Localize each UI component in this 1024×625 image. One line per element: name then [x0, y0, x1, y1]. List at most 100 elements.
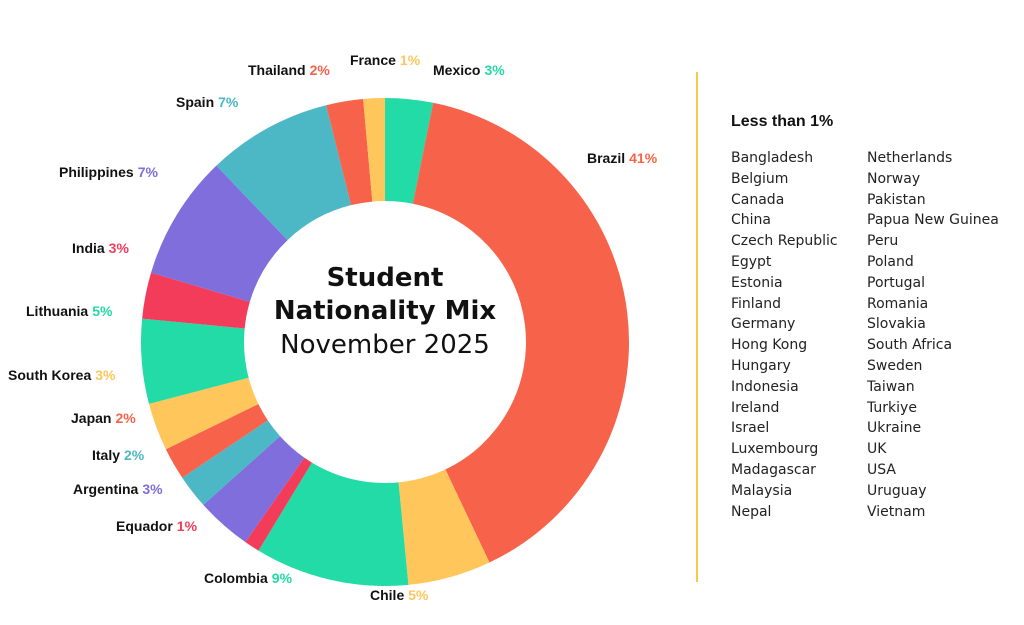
legend-item: Netherlands [867, 150, 953, 166]
slice-label-name: Colombia [204, 570, 268, 586]
chart-title: Student Nationality Mix [273, 263, 497, 326]
slice-equador [245, 457, 312, 551]
slice-label-south-korea: South Korea 3% [8, 367, 115, 383]
slice-label-name: France [350, 52, 396, 68]
legend-divider [696, 72, 698, 582]
legend-item: Hong Kong [731, 337, 808, 354]
slice-south-korea [148, 377, 259, 450]
slice-label-value: 1% [176, 518, 198, 534]
slice-philippines [151, 165, 288, 302]
chart-title-block: Student Nationality Mix November 2025 [255, 262, 515, 362]
slice-label-thailand: Thailand 2% [248, 62, 330, 78]
slice-france [363, 98, 385, 202]
legend-item: Madagascar [731, 461, 816, 478]
slice-label-italy: Italy 2% [92, 447, 144, 463]
slice-label-name: Mexico [433, 62, 481, 78]
slice-label-name: Italy [92, 447, 121, 463]
slice-label-name: Thailand [248, 62, 306, 78]
legend-item: UK [867, 441, 887, 458]
slice-label-value: 7% [137, 164, 158, 180]
legend-item: Malaysia [731, 482, 793, 499]
legend-item: China [731, 212, 771, 229]
slice-label-value: 3% [142, 481, 163, 497]
legend-item: Egypt [731, 253, 772, 270]
slice-label-value: 3% [95, 367, 116, 383]
legend-column-2: Netherlands Norway Pakistan Papua New Guine… [867, 148, 999, 522]
slice-label-name: Lithuania [26, 303, 89, 319]
legend-item: South Africa [867, 337, 953, 354]
slice-label-value: 5% [92, 303, 113, 319]
slice-label-india: India 3% [72, 240, 129, 256]
slice-label-name: India [72, 240, 105, 256]
slice-label-spain: Spain 7% [176, 94, 238, 110]
legend-item: Vietnam [867, 503, 926, 520]
slice-label-name: Spain [176, 94, 215, 110]
slice-label-name: Equador [116, 518, 173, 534]
legend-item: Poland [867, 253, 914, 270]
legend-item: Papua New Guinea [867, 212, 999, 229]
slice-label-name: Brazil [587, 150, 626, 166]
slice-label-name: Chile [370, 587, 405, 603]
legend-item: Canada [731, 191, 785, 208]
slice-label-name: Philippines [59, 164, 134, 180]
legend-item: USA [867, 461, 896, 478]
legend-item: Germany [731, 316, 796, 333]
slice-label-name: Argentina [73, 481, 139, 497]
legend-item: Czech Republic [731, 233, 838, 250]
chart-subtitle: November 2025 [280, 330, 490, 360]
slice-label-value: 2% [124, 447, 145, 463]
slice-label-value: 3% [108, 240, 129, 256]
slice-label-value: 1% [399, 52, 421, 68]
legend-item: Belgium [731, 170, 789, 187]
slice-label-philippines: Philippines 7% [59, 164, 158, 180]
legend-item: Peru [867, 233, 899, 250]
slice-label-name: South Korea [8, 367, 92, 383]
legend-item: Uruguay [867, 482, 927, 499]
legend-item: Norway [867, 170, 921, 187]
slice-argentina [203, 436, 305, 543]
legend-item: Slovakia [867, 316, 926, 333]
slice-italy [182, 420, 281, 505]
legend-item: Nepal [731, 503, 772, 520]
legend-item: Indonesia [731, 378, 799, 395]
slice-label-chile: Chile 5% [370, 587, 428, 603]
slice-label-lithuania: Lithuania 5% [26, 303, 112, 319]
legend-item: Sweden [867, 357, 923, 374]
slice-india [142, 272, 250, 329]
slice-label-colombia: Colombia 9% [204, 570, 292, 586]
slice-label-value: 9% [271, 570, 293, 586]
legend-column-1: Bangladesh Belgium Canada China Czech Republ… [731, 148, 838, 522]
slice-chile [398, 469, 490, 585]
slice-label-value: 2% [115, 410, 136, 426]
slice-lithuania [140, 318, 249, 404]
legend-item: Finland [731, 295, 782, 312]
slice-brazil [412, 102, 629, 563]
legend-item: Turkiye [867, 399, 917, 416]
legend-item: Romania [867, 295, 929, 312]
legend-item: Israel [731, 420, 770, 437]
slice-label-name: Japan [71, 410, 112, 426]
legend-item: Hungary [731, 357, 791, 374]
slice-japan [165, 403, 268, 478]
slice-colombia [258, 462, 409, 586]
slice-label-argentina: Argentina 3% [73, 481, 163, 497]
slice-label-equador: Equador 1% [116, 518, 197, 534]
legend-item: Taiwan [867, 378, 915, 395]
slice-label-mexico: Mexico 3% [433, 62, 505, 78]
legend-item: Luxembourg [731, 441, 819, 458]
slice-label-value: 7% [218, 94, 239, 110]
slice-label-value: 2% [309, 62, 330, 78]
legend-item: Estonia [731, 274, 783, 291]
legend-item: Portugal [867, 274, 925, 291]
slice-label-value: 41% [629, 150, 658, 166]
legend-item: Ireland [731, 399, 780, 416]
legend-title: Less than 1% [731, 113, 834, 130]
slice-label-value: 3% [484, 62, 505, 78]
slice-thailand [326, 98, 373, 206]
legend-item: Ukraine [867, 420, 922, 437]
slice-label-brazil: Brazil 41% [587, 150, 657, 166]
slice-mexico [385, 98, 434, 204]
slice-label-france: France 1% [350, 52, 420, 68]
legend-item: Bangladesh [731, 150, 814, 166]
